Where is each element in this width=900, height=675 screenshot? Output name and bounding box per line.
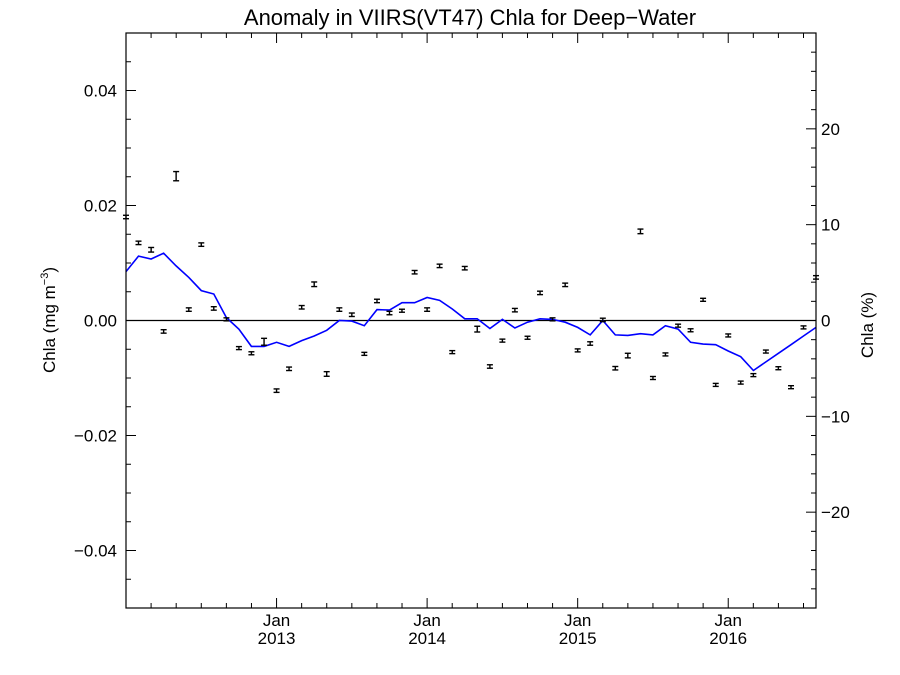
y-left-tick-label: −0.04: [74, 542, 117, 561]
x-tick-label-year: 2016: [709, 629, 747, 648]
anomaly-point: [424, 307, 431, 312]
y-axis-left-label-superscript: −3: [39, 273, 51, 286]
anomaly-point: [398, 308, 405, 313]
y-axis-right-label: Chla (%): [858, 292, 877, 358]
anomaly-point: [712, 382, 719, 388]
anomaly-point: [286, 366, 293, 372]
anomaly-point: [662, 352, 669, 357]
anomaly-point: [474, 325, 481, 333]
y-right-tick-label: −10: [821, 407, 850, 426]
y-axis-left-label-text: Chla (mg m: [40, 285, 59, 373]
anomaly-point: [637, 228, 644, 235]
smoothed-anomaly-line: [125, 252, 817, 372]
monthly-anomaly-points: [123, 170, 819, 394]
anomaly-point: [775, 366, 782, 371]
y-left-tick-label: 0.02: [84, 197, 117, 216]
chart-title: Anomaly in VIIRS(VT47) Chla for Deep−Wat…: [244, 5, 696, 30]
y-left-tick-label: 0.00: [84, 312, 117, 331]
anomaly-point: [549, 317, 556, 322]
anomaly-point: [198, 242, 205, 248]
anomaly-point: [461, 265, 468, 271]
anomaly-point: [436, 263, 443, 269]
anomaly-point: [386, 310, 393, 316]
anomaly-point: [361, 351, 368, 357]
anomaly-point: [449, 349, 456, 355]
anomaly-point: [311, 281, 318, 288]
anomaly-point: [373, 298, 380, 304]
anomaly-point: [348, 312, 355, 318]
anomaly-point: [210, 306, 217, 311]
anomaly-point: [336, 307, 343, 312]
anomaly-point: [323, 370, 330, 377]
anomaly-point: [737, 380, 744, 385]
anomaly-point: [173, 170, 180, 182]
anomaly-point: [750, 372, 757, 378]
anomaly-point: [511, 307, 518, 313]
anomaly-point: [223, 317, 230, 322]
anomaly-point: [649, 375, 656, 381]
anomaly-point: [612, 365, 619, 371]
y-right-tick-label: 10: [821, 216, 840, 235]
anomaly-point: [185, 307, 192, 312]
anomaly-point: [675, 323, 682, 328]
anomaly-point: [725, 333, 732, 338]
x-tick-label-year: 2015: [559, 629, 597, 648]
anomaly-point: [687, 328, 694, 333]
anomaly-point: [135, 240, 142, 246]
anomaly-point: [298, 304, 305, 310]
anomaly-point: [587, 341, 594, 346]
anomaly-point: [762, 349, 769, 354]
anomaly-point: [148, 246, 155, 253]
anomaly-point: [788, 385, 795, 390]
smoothed-anomaly-series: [125, 252, 817, 372]
axis-tick-labels: 0.040.020.00−0.02−0.0420100−10−20Jan2013…: [74, 82, 850, 649]
anomaly-point: [800, 325, 807, 330]
y-right-tick-label: −20: [821, 503, 850, 522]
x-tick-label-month: Jan: [715, 611, 742, 630]
y-right-tick-label: 0: [821, 312, 830, 331]
y-right-tick-label: 20: [821, 120, 840, 139]
x-tick-label-month: Jan: [413, 611, 440, 630]
anomaly-point: [235, 345, 242, 351]
anomaly-point: [700, 297, 707, 302]
x-tick-label-month: Jan: [263, 611, 290, 630]
anomaly-point: [160, 329, 167, 334]
y-left-tick-label: −0.02: [74, 427, 117, 446]
anomaly-point: [499, 338, 506, 343]
anomaly-point: [562, 282, 569, 288]
y-left-tick-label: 0.04: [84, 82, 117, 101]
anomaly-point: [411, 269, 418, 275]
anomaly-point: [624, 352, 631, 359]
anomaly-point: [574, 348, 581, 353]
y-axis-left-label: Chla (mg m−3): [39, 267, 59, 373]
y-axis-left-label-close: ): [40, 267, 59, 273]
plot-frame: [125, 32, 817, 609]
axis-ticks: [126, 32, 816, 609]
anomaly-point: [524, 335, 531, 340]
anomaly-point: [599, 317, 606, 323]
x-tick-label-year: 2013: [258, 629, 296, 648]
anomaly-point: [248, 351, 255, 356]
x-tick-label-year: 2014: [408, 629, 446, 648]
x-tick-label-month: Jan: [564, 611, 591, 630]
anomaly-point: [273, 388, 280, 394]
anomaly-point: [537, 290, 544, 296]
anomaly-point: [486, 364, 493, 369]
anomaly-point: [261, 337, 268, 346]
